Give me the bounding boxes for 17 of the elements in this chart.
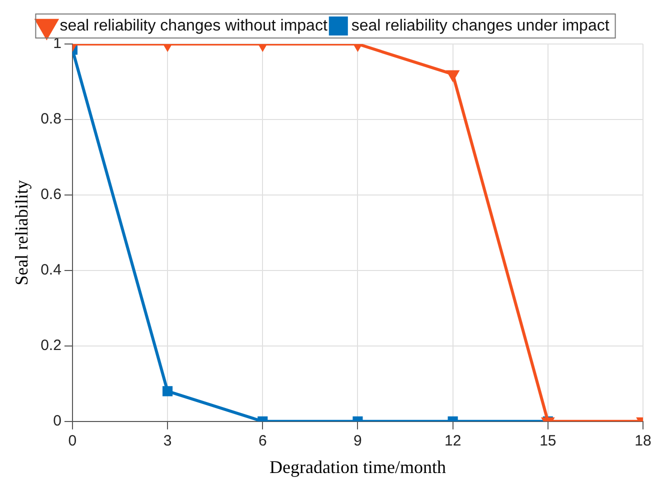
point [446, 70, 459, 81]
x-tick-label: 0 [68, 432, 77, 450]
x-tick-label: 12 [444, 432, 462, 450]
legend-label: seal reliability changes without impact [60, 17, 328, 34]
y-tick-label: 0.6 [40, 186, 62, 204]
y-tick-label: 0.2 [40, 337, 62, 354]
x-axis-title: Degradation time/month [269, 456, 446, 477]
x-tick-label: 18 [634, 432, 652, 450]
x-tick-label: 9 [354, 432, 362, 450]
legend-label: seal reliability changes under impact [351, 17, 610, 34]
y-tick-label: 0.8 [40, 110, 62, 128]
y-tick-label: 0 [53, 412, 62, 430]
y-tick-label: 0.4 [40, 262, 62, 279]
x-tick-label: 15 [540, 432, 556, 450]
x-tick-label: 6 [258, 432, 267, 450]
x-tick-label: 3 [163, 432, 172, 450]
y-axis-title: Seal reliability [12, 180, 32, 286]
